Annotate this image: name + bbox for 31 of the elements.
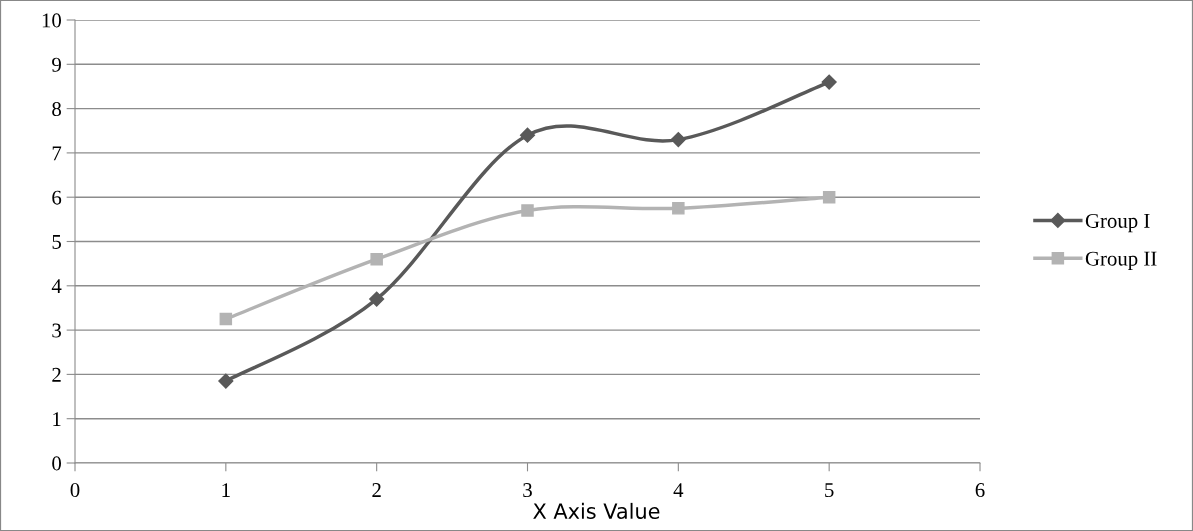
y-tick-label: 6 [52,190,62,205]
y-tick-label: 8 [52,101,62,117]
point [370,252,383,266]
y-tick-label: 9 [52,57,61,72]
x-tick-label: 4 [673,483,684,497]
point [218,373,234,389]
x-tick-label: 2 [372,483,381,497]
x-tick-label: 0 [70,483,80,498]
point [521,204,534,217]
legend-label: Group I [1085,213,1150,233]
point [672,202,685,215]
y-tick-label: 10 [42,13,62,28]
point [821,74,837,90]
y-tick-label: 7 [52,146,62,161]
y-tick-label: 0 [52,456,62,471]
y-tick-label: 1 [53,412,61,426]
y-tick-label: 2 [52,367,61,382]
y-tick-label: 5 [52,235,61,249]
point [219,312,233,326]
x-tick-label: 3 [523,483,532,498]
y-tick-label: 4 [51,279,62,294]
point [369,291,385,307]
point [670,132,686,148]
y-tick-label: 3 [52,323,61,338]
x-tick-label: 5 [825,483,834,498]
x-tick-label: 6 [975,483,985,498]
x-tick-label: 1 [222,483,230,497]
point [822,190,836,204]
point [519,127,536,143]
legend-label: Group II [1085,251,1157,270]
x-axis-title: X Axis Value [533,502,660,519]
